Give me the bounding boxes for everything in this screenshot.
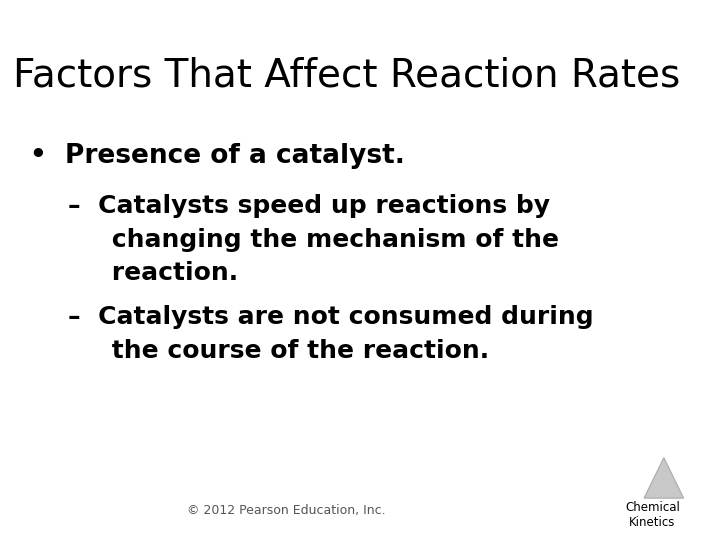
Text: –  Catalysts are not consumed during: – Catalysts are not consumed during bbox=[68, 305, 594, 329]
Text: the course of the reaction.: the course of the reaction. bbox=[68, 339, 490, 362]
Text: Factors That Affect Reaction Rates: Factors That Affect Reaction Rates bbox=[13, 57, 680, 94]
Text: Kinetics: Kinetics bbox=[629, 516, 675, 529]
Text: © 2012 Pearson Education, Inc.: © 2012 Pearson Education, Inc. bbox=[186, 504, 385, 517]
Text: •  Presence of a catalyst.: • Presence of a catalyst. bbox=[30, 143, 405, 169]
Text: reaction.: reaction. bbox=[68, 261, 238, 285]
Text: –  Catalysts speed up reactions by: – Catalysts speed up reactions by bbox=[68, 194, 550, 218]
Text: changing the mechanism of the: changing the mechanism of the bbox=[68, 228, 559, 252]
Text: Chemical: Chemical bbox=[625, 501, 680, 514]
